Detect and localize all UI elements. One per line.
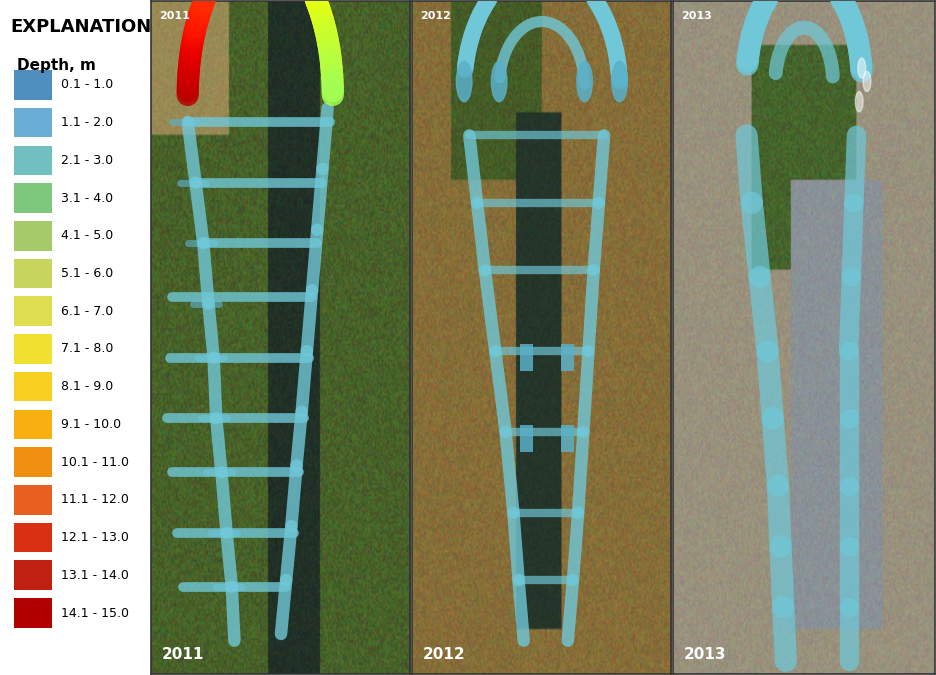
Text: 13.1 - 14.0: 13.1 - 14.0 [61,569,129,582]
Text: 10.1 - 11.0: 10.1 - 11.0 [61,456,129,468]
Text: 2012: 2012 [423,647,465,662]
FancyBboxPatch shape [14,70,52,100]
FancyBboxPatch shape [562,344,575,371]
FancyBboxPatch shape [562,425,575,452]
Text: 4.1 - 5.0: 4.1 - 5.0 [61,230,113,242]
Circle shape [612,61,627,102]
Text: 2011: 2011 [162,647,204,662]
Text: 12.1 - 13.0: 12.1 - 13.0 [61,531,129,544]
Text: 3.1 - 4.0: 3.1 - 4.0 [61,192,113,205]
FancyBboxPatch shape [519,344,533,371]
Text: 7.1 - 8.0: 7.1 - 8.0 [61,342,113,356]
Circle shape [491,61,507,102]
FancyBboxPatch shape [519,425,533,452]
Text: 2011: 2011 [159,11,190,21]
Text: 14.1 - 15.0: 14.1 - 15.0 [61,607,129,620]
Text: 2.1 - 3.0: 2.1 - 3.0 [61,154,113,167]
FancyBboxPatch shape [14,448,52,477]
FancyBboxPatch shape [14,108,52,138]
Text: 2013: 2013 [683,647,726,662]
Text: 5.1 - 6.0: 5.1 - 6.0 [61,267,113,280]
FancyBboxPatch shape [14,296,52,326]
FancyBboxPatch shape [14,183,52,213]
FancyBboxPatch shape [14,221,52,250]
Text: 0.1 - 1.0: 0.1 - 1.0 [61,78,113,91]
FancyBboxPatch shape [14,372,52,402]
Text: 1.1 - 2.0: 1.1 - 2.0 [61,116,113,129]
Text: Depth, m: Depth, m [17,58,95,73]
FancyBboxPatch shape [14,485,52,514]
Circle shape [863,72,870,92]
Text: 8.1 - 9.0: 8.1 - 9.0 [61,380,113,393]
Circle shape [577,61,592,102]
Text: 2012: 2012 [420,11,451,21]
FancyBboxPatch shape [14,522,52,552]
Text: 11.1 - 12.0: 11.1 - 12.0 [61,493,129,506]
Circle shape [856,92,863,112]
Circle shape [457,61,472,102]
Text: 9.1 - 10.0: 9.1 - 10.0 [61,418,121,431]
FancyBboxPatch shape [14,146,52,175]
FancyBboxPatch shape [14,598,52,628]
FancyBboxPatch shape [14,259,52,288]
Text: EXPLANATION: EXPLANATION [10,18,152,36]
FancyBboxPatch shape [14,560,52,590]
Circle shape [857,58,866,78]
Text: 6.1 - 7.0: 6.1 - 7.0 [61,304,113,318]
Text: 2013: 2013 [681,11,712,21]
FancyBboxPatch shape [14,410,52,439]
FancyBboxPatch shape [14,334,52,364]
